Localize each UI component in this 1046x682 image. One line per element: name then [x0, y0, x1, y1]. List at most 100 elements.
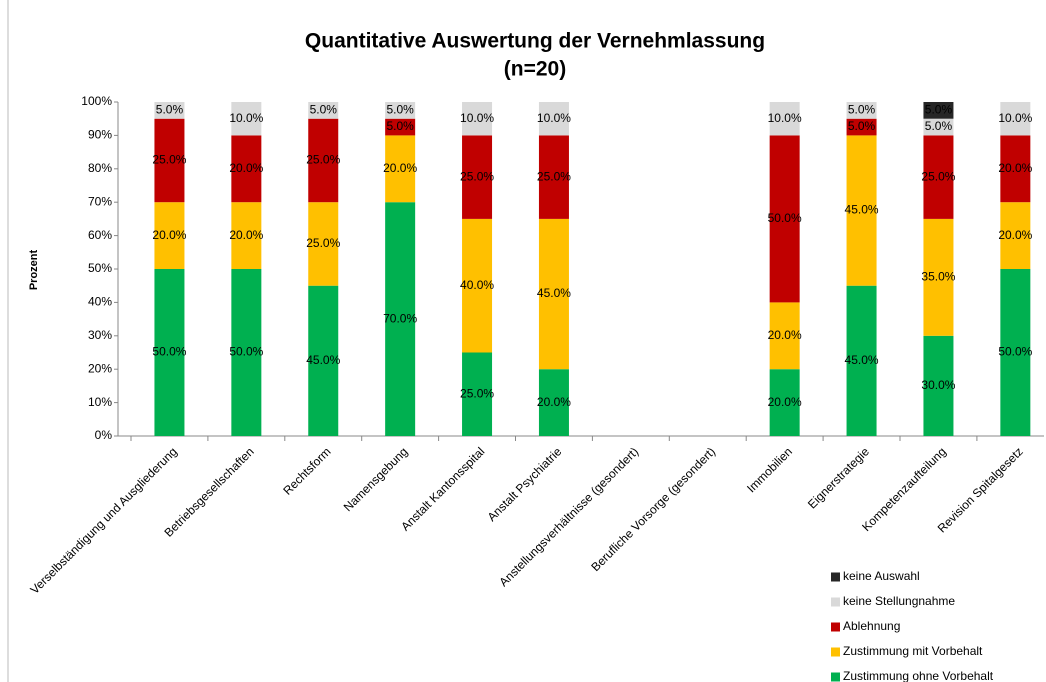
- value-label: 20.0%: [768, 328, 802, 342]
- value-label: 25.0%: [306, 153, 340, 167]
- bar-segment: [923, 218, 954, 336]
- x-tick-label: Betriebsgesellschaften: [161, 444, 256, 539]
- legend-swatch: [831, 572, 840, 582]
- bar-segment: [462, 102, 493, 136]
- bar-segment: [231, 202, 262, 269]
- legend-label: Zustimmung ohne Vorbehalt: [843, 669, 994, 682]
- value-label: 45.0%: [845, 203, 879, 217]
- bar-segment: [1000, 135, 1031, 203]
- bar-segment: [769, 102, 800, 136]
- bar-segment: [538, 102, 569, 136]
- y-tick-label: 0%: [95, 428, 113, 442]
- value-label: 5.0%: [156, 103, 184, 117]
- y-tick-label: 80%: [88, 161, 112, 175]
- legend-label: Zustimmung mit Vorbehalt: [843, 644, 983, 658]
- bar-segment: [385, 202, 416, 436]
- value-label: 50.0%: [152, 345, 186, 359]
- x-tick-label: Rechtsform: [280, 444, 333, 497]
- value-label: 25.0%: [921, 169, 955, 183]
- value-label: 10.0%: [768, 111, 802, 125]
- y-tick-label: 30%: [88, 328, 112, 342]
- bar-segment: [308, 285, 339, 436]
- x-tick-label: Revision Spitalgesetz: [935, 444, 1026, 535]
- x-tick-label: Immobilien: [744, 444, 795, 495]
- value-label: 5.0%: [925, 119, 953, 133]
- x-tick-label: Berufliche Vorsorge (gesondert): [588, 444, 718, 574]
- bar-segment: [231, 102, 262, 136]
- y-tick-label: 10%: [88, 395, 112, 409]
- bar-segment: [1000, 102, 1031, 136]
- value-label: 45.0%: [537, 286, 571, 300]
- value-label: 20.0%: [998, 228, 1032, 242]
- value-label: 5.0%: [848, 103, 876, 117]
- bar-segment: [462, 218, 493, 353]
- chart-subtitle: (n=20): [504, 58, 566, 81]
- legend-label: keine Auswahl: [843, 569, 920, 583]
- bar-segment: [923, 135, 954, 219]
- bar-segment: [846, 285, 877, 436]
- y-tick-label: 50%: [88, 261, 112, 275]
- value-label: 20.0%: [229, 161, 263, 175]
- bar-segment: [385, 102, 416, 119]
- bar-segment: [846, 118, 877, 136]
- value-label: 5.0%: [848, 119, 876, 133]
- legend-label: keine Stellungnahme: [843, 594, 955, 608]
- bar-segment: [154, 118, 185, 203]
- value-label: 10.0%: [537, 111, 571, 125]
- legend-swatch: [831, 647, 840, 657]
- value-label: 40.0%: [460, 278, 494, 292]
- value-label: 25.0%: [306, 236, 340, 250]
- y-tick-label: 20%: [88, 361, 112, 375]
- y-tick-label: 60%: [88, 228, 112, 242]
- bar-segment: [154, 269, 185, 436]
- value-label: 50.0%: [768, 211, 802, 225]
- value-label: 5.0%: [310, 103, 338, 117]
- x-tick-label: Verselbständigung und Ausgliederung: [27, 444, 179, 596]
- bar-segment: [462, 352, 493, 436]
- value-label: 45.0%: [845, 353, 879, 367]
- value-label: 20.0%: [998, 161, 1032, 175]
- bar-segment: [385, 135, 416, 203]
- legend-label: Ablehnung: [843, 619, 900, 633]
- value-label: 30.0%: [921, 378, 955, 392]
- value-label: 25.0%: [460, 386, 494, 400]
- value-label: 35.0%: [921, 270, 955, 284]
- bar-segment: [538, 369, 569, 436]
- bar-segment: [154, 202, 185, 269]
- value-label: 25.0%: [152, 153, 186, 167]
- value-label: 10.0%: [229, 111, 263, 125]
- y-tick-label: 90%: [88, 128, 112, 142]
- value-label: 5.0%: [386, 119, 414, 133]
- value-label: 10.0%: [460, 111, 494, 125]
- x-tick-label: Anstalt Psychiatrie: [485, 444, 565, 524]
- y-tick-label: 70%: [88, 194, 112, 208]
- bar-segment: [308, 202, 339, 286]
- value-label: 25.0%: [537, 169, 571, 183]
- legend-swatch: [831, 597, 840, 607]
- bar-segment: [231, 269, 262, 436]
- chart-title: Quantitative Auswertung der Vernehmlassu…: [305, 30, 765, 53]
- value-label: 50.0%: [229, 345, 263, 359]
- bar-segment: [462, 135, 493, 219]
- value-label: 50.0%: [998, 345, 1032, 359]
- value-label: 25.0%: [460, 169, 494, 183]
- value-label: 45.0%: [306, 353, 340, 367]
- bar-segment: [769, 135, 800, 303]
- value-label: 70.0%: [383, 311, 417, 325]
- legend-swatch: [831, 622, 840, 632]
- value-label: 5.0%: [386, 103, 414, 117]
- bar-segment: [154, 102, 185, 119]
- bar-segment: [385, 118, 416, 136]
- y-tick-label: 40%: [88, 295, 112, 309]
- value-label: 5.0%: [925, 103, 953, 117]
- bar-segment: [308, 102, 339, 119]
- value-label: 10.0%: [998, 111, 1032, 125]
- legend-swatch: [831, 672, 840, 682]
- bar-segment: [1000, 269, 1031, 436]
- y-tick-label: 100%: [81, 94, 112, 108]
- bar-segment: [923, 102, 954, 119]
- bar-segment: [923, 335, 954, 436]
- value-label: 20.0%: [152, 228, 186, 242]
- y-axis-label: Prozent: [28, 249, 40, 290]
- bar-segment: [538, 218, 569, 370]
